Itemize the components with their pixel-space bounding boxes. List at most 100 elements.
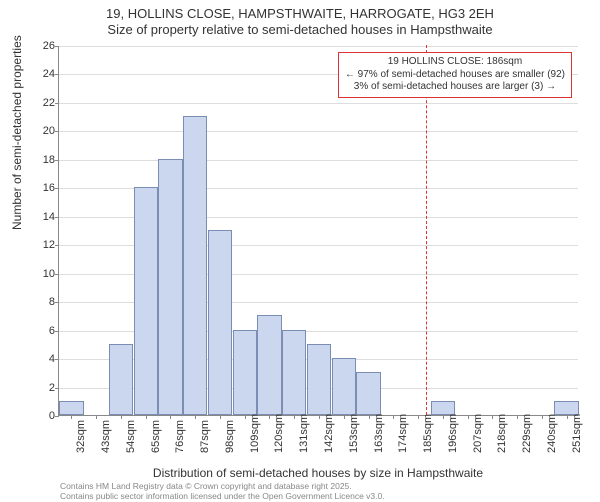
annotation-line-3: 3% of semi-detached houses are larger (3… (345, 81, 565, 94)
x-tick-label: 163sqm (373, 414, 385, 453)
histogram-bar (257, 315, 281, 415)
x-tick-mark (220, 415, 221, 419)
y-tick-label: 4 (29, 353, 55, 365)
footer-line-2: Contains public sector information licen… (60, 492, 385, 502)
y-tick-mark (55, 416, 59, 417)
y-tick-label: 8 (29, 296, 55, 308)
x-tick-label: 87sqm (199, 420, 211, 453)
y-tick-label: 2 (29, 382, 55, 394)
y-tick-label: 12 (29, 239, 55, 251)
histogram-bar (431, 401, 455, 415)
histogram-bar (134, 187, 158, 415)
annotation-box: 19 HOLLINS CLOSE: 186sqm ← 97% of semi-d… (338, 52, 572, 98)
x-tick-label: 251sqm (571, 414, 583, 453)
x-tick-mark (71, 415, 72, 419)
y-tick-label: 26 (29, 40, 55, 52)
annotation-line-2: ← 97% of semi-detached houses are smalle… (345, 69, 565, 82)
x-tick-label: 218sqm (496, 414, 508, 453)
histogram-bar (282, 330, 306, 415)
highlight-line (426, 45, 427, 415)
x-tick-label: 32sqm (75, 420, 87, 453)
y-tick-mark (55, 188, 59, 189)
x-tick-label: 174sqm (397, 414, 409, 453)
annotation-line-1: 19 HOLLINS CLOSE: 186sqm (345, 56, 565, 69)
x-tick-mark (294, 415, 295, 419)
plot-area: 0246810121416182022242632sqm43sqm54sqm65… (58, 46, 578, 416)
x-tick-mark (96, 415, 97, 419)
y-tick-mark (55, 46, 59, 47)
y-tick-label: 16 (29, 182, 55, 194)
x-tick-mark (146, 415, 147, 419)
x-tick-label: 207sqm (472, 414, 484, 453)
y-tick-label: 18 (29, 154, 55, 166)
y-tick-label: 14 (29, 211, 55, 223)
y-tick-mark (55, 331, 59, 332)
histogram-bar (356, 372, 380, 415)
y-tick-mark (55, 74, 59, 75)
x-tick-mark (567, 415, 568, 419)
y-tick-label: 20 (29, 125, 55, 137)
y-tick-mark (55, 160, 59, 161)
title-block: 19, HOLLINS CLOSE, HAMPSTHWAITE, HARROGA… (0, 0, 600, 39)
x-tick-mark (121, 415, 122, 419)
histogram-bar (307, 344, 331, 415)
histogram-bar (554, 401, 578, 415)
x-tick-mark (393, 415, 394, 419)
x-tick-label: 229sqm (521, 414, 533, 453)
x-tick-label: 142sqm (323, 414, 335, 453)
y-tick-mark (55, 388, 59, 389)
histogram-bar (208, 230, 232, 415)
x-tick-mark (245, 415, 246, 419)
histogram-bar (183, 116, 207, 415)
x-tick-label: 109sqm (249, 414, 261, 453)
x-tick-mark (443, 415, 444, 419)
y-tick-mark (55, 274, 59, 275)
x-tick-mark (517, 415, 518, 419)
x-tick-label: 196sqm (447, 414, 459, 453)
x-tick-label: 65sqm (150, 420, 162, 453)
x-tick-label: 131sqm (298, 414, 310, 453)
histogram-bar (233, 330, 257, 415)
histogram-bar (59, 401, 83, 415)
gridline (59, 160, 578, 161)
x-tick-label: 240sqm (546, 414, 558, 453)
y-tick-mark (55, 245, 59, 246)
histogram-bar (109, 344, 133, 415)
title-line-1: 19, HOLLINS CLOSE, HAMPSTHWAITE, HARROGA… (0, 6, 600, 22)
x-axis-label: Distribution of semi-detached houses by … (58, 466, 578, 480)
x-tick-mark (418, 415, 419, 419)
gridline (59, 46, 578, 47)
y-tick-mark (55, 103, 59, 104)
y-tick-label: 0 (29, 410, 55, 422)
x-tick-label: 120sqm (273, 414, 285, 453)
x-tick-mark (369, 415, 370, 419)
x-tick-mark (492, 415, 493, 419)
chart-container: 19, HOLLINS CLOSE, HAMPSTHWAITE, HARROGA… (0, 0, 600, 500)
x-tick-mark (468, 415, 469, 419)
y-tick-mark (55, 359, 59, 360)
x-tick-mark (344, 415, 345, 419)
x-tick-mark (195, 415, 196, 419)
x-tick-label: 54sqm (125, 420, 137, 453)
x-tick-mark (542, 415, 543, 419)
x-tick-label: 153sqm (348, 414, 360, 453)
y-tick-label: 24 (29, 68, 55, 80)
x-tick-mark (269, 415, 270, 419)
y-tick-label: 22 (29, 97, 55, 109)
x-tick-mark (319, 415, 320, 419)
gridline (59, 131, 578, 132)
x-tick-label: 98sqm (224, 420, 236, 453)
y-tick-label: 10 (29, 268, 55, 280)
footer-attribution: Contains HM Land Registry data © Crown c… (60, 482, 385, 502)
y-tick-mark (55, 302, 59, 303)
x-tick-mark (170, 415, 171, 419)
x-tick-label: 185sqm (422, 414, 434, 453)
y-tick-mark (55, 131, 59, 132)
y-tick-mark (55, 217, 59, 218)
x-tick-label: 76sqm (174, 420, 186, 453)
histogram-bar (158, 159, 182, 415)
y-axis-label: Number of semi-detached properties (10, 35, 24, 230)
gridline (59, 103, 578, 104)
y-tick-label: 6 (29, 325, 55, 337)
histogram-bar (332, 358, 356, 415)
